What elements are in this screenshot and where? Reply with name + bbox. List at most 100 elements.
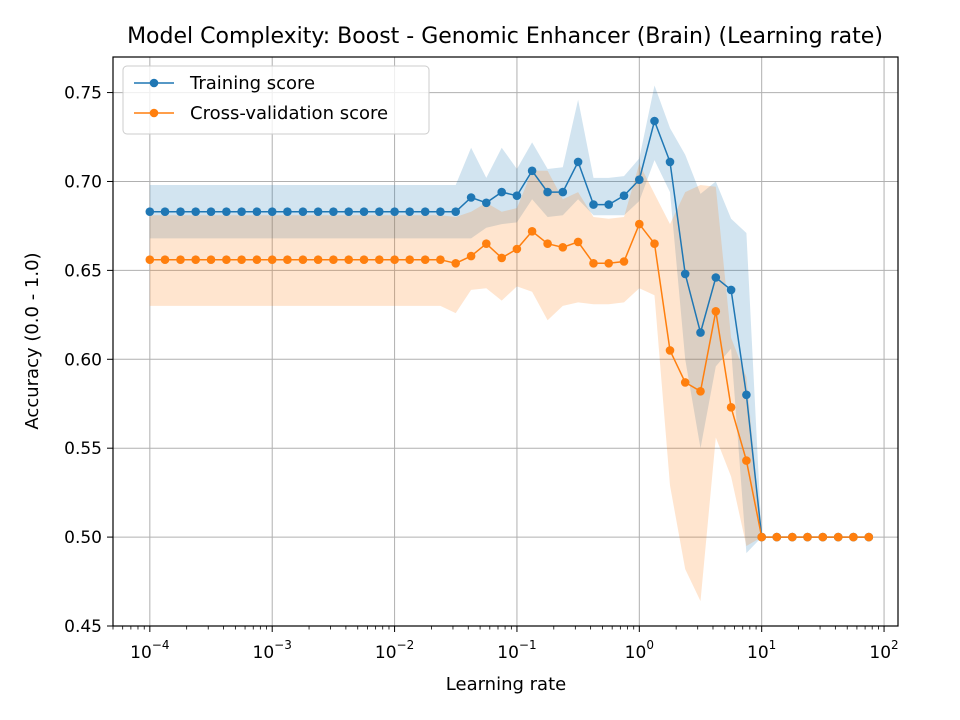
data-point-cross-validation (420, 255, 430, 264)
legend-label-cross-validation: Cross-validation score (190, 103, 388, 124)
data-point-training (191, 207, 200, 216)
data-point-cross-validation (451, 259, 461, 268)
data-point-cross-validation (543, 239, 552, 248)
data-point-cross-validation (390, 255, 399, 264)
legend-label-training: Training score (189, 73, 315, 94)
data-point-cross-validation (772, 532, 782, 542)
data-point-training (267, 207, 277, 216)
data-point-cross-validation (283, 255, 292, 264)
data-point-training (451, 207, 461, 216)
data-point-training (604, 200, 613, 209)
data-point-training (222, 207, 231, 216)
data-point-training (497, 187, 507, 197)
data-point-training (680, 269, 690, 279)
data-point-cross-validation (833, 532, 843, 542)
legend: Training score Cross-validation score (122, 65, 430, 135)
data-point-training (237, 207, 246, 216)
x-axis-label: Learning rate (446, 674, 566, 695)
data-point-training (696, 328, 705, 337)
data-point-cross-validation (191, 255, 200, 264)
y-tick-label: 0.60 (64, 350, 102, 370)
data-point-cross-validation (619, 257, 629, 266)
data-point-cross-validation (665, 346, 675, 355)
data-point-training (344, 207, 354, 216)
data-point-training (742, 390, 751, 400)
data-point-cross-validation (375, 255, 384, 264)
x-tick-label: 102 (869, 638, 898, 663)
axis-ticks: 10−4 10−3 10−2 10−1 100 101 102 0.45 0.50 0.55 0.6… (64, 84, 899, 663)
data-point-cross-validation (818, 532, 828, 542)
y-axis-label: Accuracy (0.0 - 1.0) (22, 252, 43, 429)
data-point-cross-validation (803, 532, 812, 542)
data-point-cross-validation (497, 253, 507, 263)
data-point-training (482, 198, 491, 208)
legend-box (122, 65, 430, 135)
data-point-training (176, 207, 185, 216)
chart-title: Model Complexity: Boost - Genomic Enhanc… (127, 24, 883, 49)
data-point-cross-validation (222, 255, 231, 264)
data-point-training (145, 207, 155, 216)
data-point-cross-validation (696, 387, 705, 396)
data-point-cross-validation (864, 532, 874, 542)
data-point-cross-validation (466, 251, 476, 261)
y-tick-label: 0.45 (64, 617, 102, 637)
data-point-cross-validation (145, 255, 155, 264)
x-tick-label: 10−2 (375, 638, 414, 663)
data-point-training (390, 207, 399, 216)
data-point-cross-validation (344, 255, 354, 264)
data-point-training (375, 207, 384, 216)
data-point-cross-validation (313, 255, 323, 264)
data-point-training (420, 207, 430, 216)
data-point-cross-validation (589, 259, 598, 268)
data-point-training (558, 187, 568, 197)
confidence-band-training (149, 85, 869, 554)
data-point-cross-validation (726, 403, 736, 412)
data-point-training (252, 207, 262, 216)
data-point-cross-validation (512, 244, 522, 254)
data-point-cross-validation (160, 255, 170, 264)
series-markers (145, 116, 874, 542)
data-point-cross-validation (206, 255, 216, 264)
data-point-cross-validation (527, 227, 537, 236)
data-point-training (543, 187, 552, 197)
data-point-training (512, 191, 522, 200)
data-point-cross-validation (742, 456, 751, 465)
data-point-cross-validation (176, 255, 185, 264)
x-tick-label: 101 (747, 638, 776, 663)
data-point-training (466, 193, 476, 202)
legend-marker-training (149, 78, 159, 88)
data-point-training (329, 207, 338, 216)
y-tick-label: 0.55 (64, 439, 102, 459)
data-point-training (298, 207, 308, 216)
y-tick-label: 0.70 (64, 172, 102, 192)
data-point-cross-validation (267, 255, 277, 264)
data-point-cross-validation (650, 239, 659, 248)
data-point-cross-validation (237, 255, 246, 264)
data-point-cross-validation (298, 255, 308, 264)
data-point-training (711, 273, 721, 282)
y-tick-label: 0.65 (64, 261, 102, 281)
data-point-cross-validation (635, 219, 644, 229)
data-point-training (436, 207, 445, 216)
data-point-cross-validation (680, 378, 690, 387)
data-point-training (573, 157, 583, 167)
legend-marker-cross-validation (149, 108, 159, 118)
data-point-cross-validation (788, 532, 797, 542)
data-point-cross-validation (329, 255, 338, 264)
data-point-cross-validation (711, 307, 721, 316)
x-tick-label: 100 (625, 638, 654, 663)
data-point-training (527, 166, 537, 176)
data-point-training (283, 207, 292, 216)
data-point-training (405, 207, 415, 216)
data-point-cross-validation (405, 255, 415, 264)
data-point-cross-validation (252, 255, 262, 264)
x-tick-label: 10−3 (253, 638, 292, 663)
data-point-cross-validation (757, 532, 766, 542)
x-tick-label: 10−1 (497, 638, 536, 663)
data-point-training (665, 157, 675, 167)
data-point-cross-validation (359, 255, 369, 264)
data-point-training (635, 175, 644, 184)
data-point-cross-validation (482, 239, 491, 248)
data-point-training (313, 207, 323, 216)
